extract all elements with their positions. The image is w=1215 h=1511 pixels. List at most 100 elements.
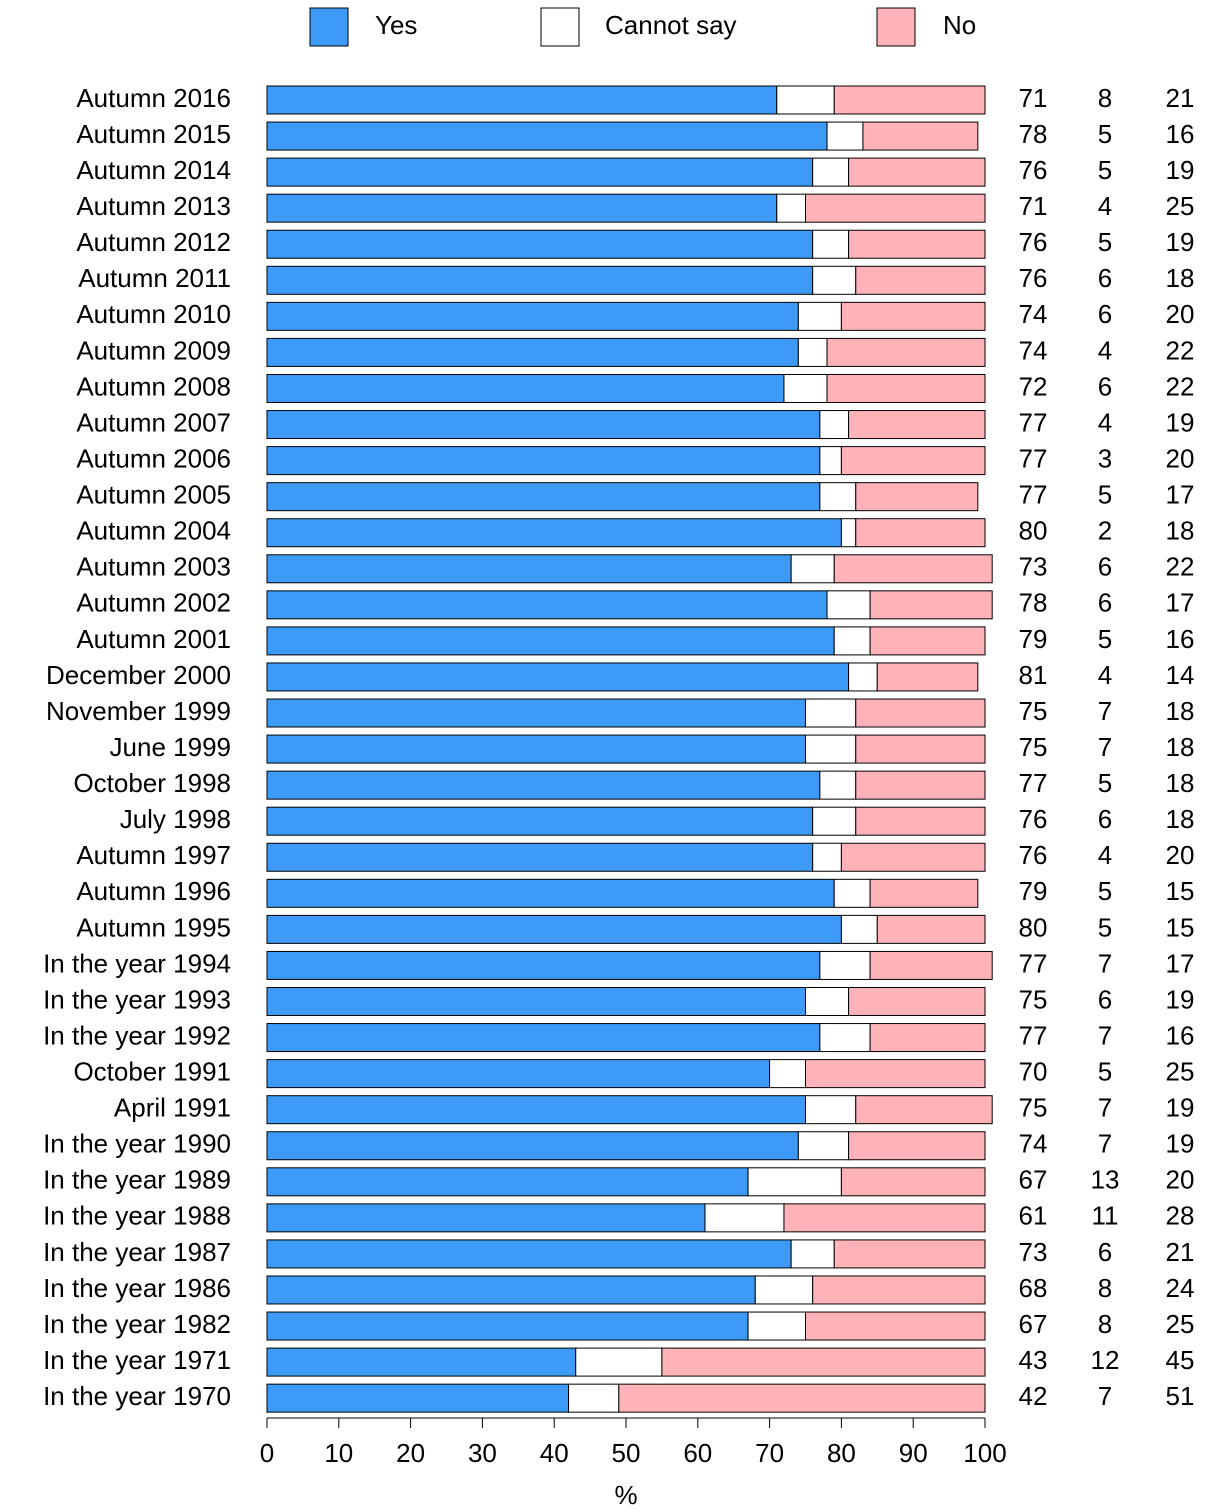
category-label: In the year 1993 bbox=[43, 984, 231, 1014]
data-label: 17 bbox=[1166, 948, 1195, 978]
data-label: 3 bbox=[1098, 443, 1112, 473]
category-label: In the year 1990 bbox=[43, 1129, 231, 1159]
category-label: October 1991 bbox=[73, 1056, 231, 1086]
data-label: 15 bbox=[1166, 876, 1195, 906]
bar-segment bbox=[266, 626, 835, 656]
data-label: 70 bbox=[1019, 1056, 1048, 1086]
bar-segment bbox=[876, 914, 986, 944]
x-tick-label: 50 bbox=[612, 1438, 641, 1468]
bar-segment bbox=[266, 1203, 706, 1233]
data-label: 4 bbox=[1098, 660, 1112, 690]
bar-segment bbox=[266, 518, 842, 548]
bar-segment bbox=[747, 1167, 842, 1197]
bar-segment bbox=[266, 229, 814, 259]
data-label: 8 bbox=[1098, 1309, 1112, 1339]
bar-segment bbox=[812, 806, 857, 836]
x-tick-label: 60 bbox=[683, 1438, 712, 1468]
bar-segment bbox=[826, 337, 986, 367]
bar-segment bbox=[855, 734, 986, 764]
legend-label: Yes bbox=[375, 10, 417, 40]
bar-segment bbox=[704, 1203, 785, 1233]
bar-segment bbox=[266, 878, 835, 908]
data-label: 4 bbox=[1098, 407, 1112, 437]
bar-segment bbox=[266, 987, 806, 1016]
x-tick-label: 0 bbox=[260, 1438, 274, 1468]
data-label: 6 bbox=[1098, 263, 1112, 293]
category-label: Autumn 1997 bbox=[76, 840, 231, 870]
bar-segment bbox=[855, 698, 986, 728]
bar-segment bbox=[790, 1239, 835, 1269]
data-label: 5 bbox=[1098, 876, 1112, 906]
data-label: 19 bbox=[1166, 407, 1195, 437]
legend-label: Cannot say bbox=[605, 10, 737, 40]
bar-segment bbox=[266, 337, 799, 367]
category-label: In the year 1971 bbox=[43, 1345, 231, 1375]
data-label: 19 bbox=[1166, 227, 1195, 257]
data-label: 20 bbox=[1166, 299, 1195, 329]
bar-segment bbox=[805, 987, 850, 1016]
data-label: 77 bbox=[1019, 407, 1048, 437]
bar-segment bbox=[840, 914, 878, 944]
data-label: 13 bbox=[1091, 1165, 1120, 1195]
data-label: 5 bbox=[1098, 912, 1112, 942]
category-label: In the year 1988 bbox=[43, 1201, 231, 1231]
bar-segment bbox=[855, 518, 986, 548]
category-label: Autumn 1996 bbox=[76, 876, 231, 906]
data-label: 18 bbox=[1166, 516, 1195, 546]
data-label: 73 bbox=[1019, 552, 1048, 582]
bar-segment bbox=[869, 878, 979, 908]
category-label: Autumn 2002 bbox=[76, 588, 231, 618]
category-label: July 1998 bbox=[120, 804, 231, 834]
data-label: 21 bbox=[1166, 1237, 1195, 1267]
bar-segment bbox=[266, 914, 842, 944]
bar-segment bbox=[266, 410, 821, 440]
bar-segment bbox=[840, 301, 986, 331]
category-label: Autumn 1995 bbox=[76, 912, 231, 942]
bar-segment bbox=[266, 950, 821, 980]
bar-segment bbox=[661, 1347, 986, 1377]
bar-segment bbox=[855, 1095, 993, 1125]
data-label: 76 bbox=[1019, 227, 1048, 257]
bar-segment bbox=[840, 842, 986, 872]
data-label: 18 bbox=[1166, 696, 1195, 726]
bar-segment bbox=[869, 590, 993, 620]
data-label: 6 bbox=[1098, 588, 1112, 618]
data-label: 77 bbox=[1019, 948, 1048, 978]
bar-segment bbox=[848, 1131, 986, 1161]
bar-segment bbox=[812, 1275, 986, 1305]
category-label: Autumn 2013 bbox=[76, 191, 231, 221]
data-label: 16 bbox=[1166, 1020, 1195, 1050]
bar-segment bbox=[797, 1131, 850, 1161]
bar-segment bbox=[266, 842, 814, 872]
data-label: 6 bbox=[1098, 1237, 1112, 1267]
bar-segment bbox=[848, 229, 986, 259]
bar-segment bbox=[812, 229, 850, 259]
bar-segment bbox=[840, 446, 986, 476]
bar-segment bbox=[266, 85, 778, 115]
bar-segment bbox=[266, 373, 785, 403]
bar-segment bbox=[833, 85, 986, 115]
bar-segment bbox=[805, 1059, 986, 1089]
data-label: 77 bbox=[1019, 1020, 1048, 1050]
bar-segment bbox=[266, 1131, 799, 1161]
data-label: 77 bbox=[1019, 480, 1048, 510]
bar-segment bbox=[848, 987, 986, 1016]
data-label: 71 bbox=[1019, 191, 1048, 221]
data-label: 72 bbox=[1019, 371, 1048, 401]
data-label: 15 bbox=[1166, 912, 1195, 942]
bar-segment bbox=[848, 157, 986, 187]
data-label: 7 bbox=[1098, 948, 1112, 978]
bar-segment bbox=[618, 1383, 986, 1413]
data-label: 12 bbox=[1091, 1345, 1120, 1375]
x-tick-label: 30 bbox=[468, 1438, 497, 1468]
data-label: 5 bbox=[1098, 480, 1112, 510]
data-label: 42 bbox=[1019, 1381, 1048, 1411]
bar-segment bbox=[783, 373, 828, 403]
data-label: 7 bbox=[1098, 1129, 1112, 1159]
legend-swatch bbox=[309, 7, 349, 47]
data-label: 17 bbox=[1166, 588, 1195, 618]
bar-segment bbox=[266, 482, 821, 512]
bar-segment bbox=[266, 770, 821, 800]
data-label: 5 bbox=[1098, 155, 1112, 185]
data-label: 73 bbox=[1019, 1237, 1048, 1267]
